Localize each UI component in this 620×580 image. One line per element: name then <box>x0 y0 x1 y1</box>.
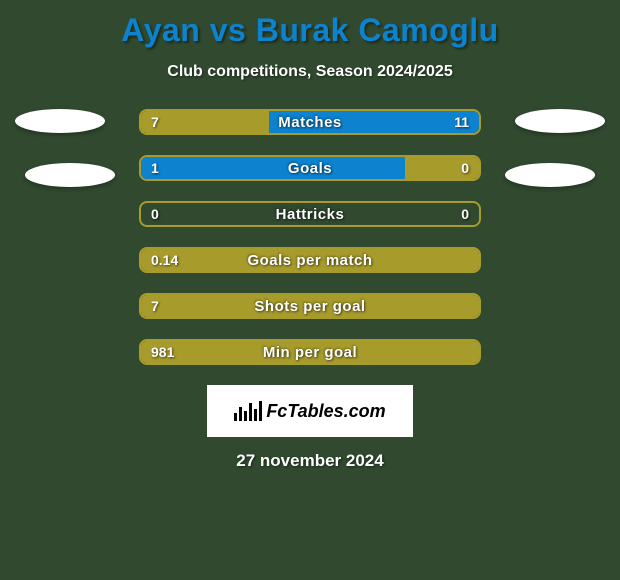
logo-chart-icon <box>234 401 262 421</box>
stat-bar-row: 7Shots per goal <box>139 293 481 319</box>
stat-label: Goals <box>141 157 479 179</box>
page-title: Ayan vs Burak Camoglu <box>0 0 620 49</box>
logo-text: FcTables.com <box>266 401 385 422</box>
subtitle: Club competitions, Season 2024/2025 <box>0 63 620 81</box>
stat-bar-row: 711Matches <box>139 109 481 135</box>
stat-bar-row: 10Goals <box>139 155 481 181</box>
stat-bar-row: 981Min per goal <box>139 339 481 365</box>
stat-bar-row: 00Hattricks <box>139 201 481 227</box>
player-left-avatar-1 <box>15 109 105 133</box>
stat-label: Matches <box>141 111 479 133</box>
stat-bar-row: 0.14Goals per match <box>139 247 481 273</box>
stats-area: 711Matches 10Goals 00Hattricks 0.14Goals pe… <box>0 109 620 365</box>
stat-label: Goals per match <box>141 249 479 271</box>
player-left-avatar-2 <box>25 163 115 187</box>
logo-box: FcTables.com <box>207 385 413 437</box>
player-right-avatar-1 <box>515 109 605 133</box>
stat-label: Shots per goal <box>141 295 479 317</box>
date-text: 27 november 2024 <box>0 451 620 471</box>
player-right-avatar-2 <box>505 163 595 187</box>
stat-bars-container: 711Matches 10Goals 00Hattricks 0.14Goals pe… <box>139 109 481 365</box>
stat-label: Hattricks <box>141 203 479 225</box>
stat-label: Min per goal <box>141 341 479 363</box>
